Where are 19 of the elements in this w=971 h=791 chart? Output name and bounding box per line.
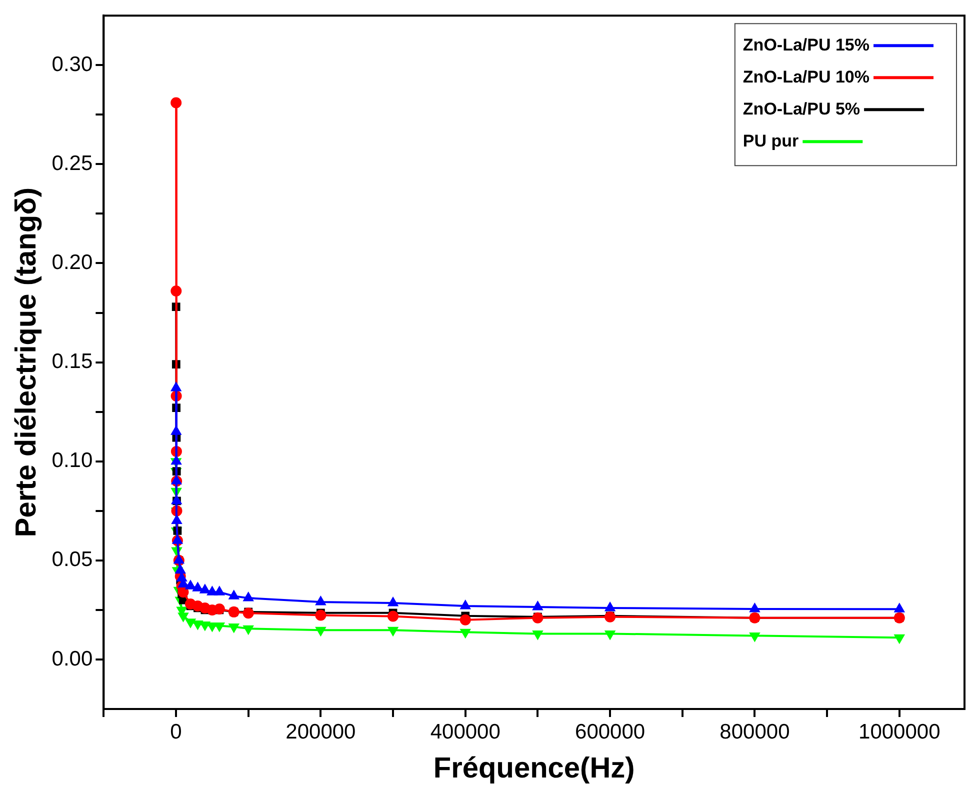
- x-tick-label: 1000000: [858, 720, 940, 744]
- y-tick-label: 0.05: [52, 548, 93, 572]
- legend-label: PU pur: [742, 131, 800, 150]
- y-axis-title: Perte diélectrique (tangδ): [10, 188, 42, 538]
- x-tick-label: 0: [170, 720, 182, 744]
- x-tick-label: 200000: [286, 720, 356, 744]
- y-tick-label: 0.15: [52, 350, 93, 374]
- x-tick-label: 400000: [430, 720, 500, 744]
- x-tick-label: 800000: [720, 720, 790, 744]
- x-tick-label: 600000: [575, 720, 646, 744]
- legend-label: ZnO-La/PU 15%: [742, 35, 870, 54]
- y-tick-label: 0.10: [52, 449, 93, 472]
- x-axis-title: Fréquence(Hz): [433, 752, 635, 785]
- y-tick-label: 0.00: [52, 647, 93, 670]
- y-tick-label: 0.20: [52, 251, 93, 274]
- legend-label: ZnO-La/PU 10%: [742, 67, 870, 86]
- legend-label: ZnO-La/PU 5%: [742, 99, 860, 118]
- y-tick-label: 0.25: [52, 152, 93, 175]
- y-tick-label: 0.30: [52, 52, 93, 76]
